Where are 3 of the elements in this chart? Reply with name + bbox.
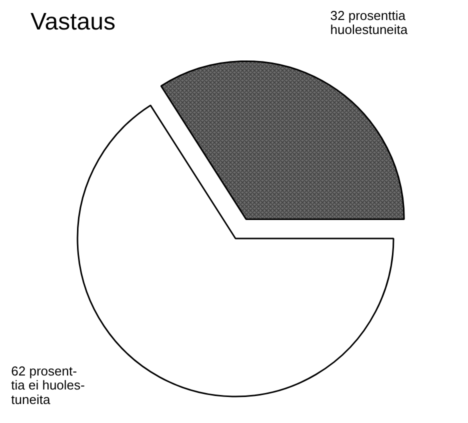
chart-title: Vastaus [30, 8, 116, 36]
slice-label: 62 prosent- tia ei huoles- tuneita [11, 363, 85, 407]
slice-label: 32 prosenttia huolestuneita [330, 8, 408, 38]
